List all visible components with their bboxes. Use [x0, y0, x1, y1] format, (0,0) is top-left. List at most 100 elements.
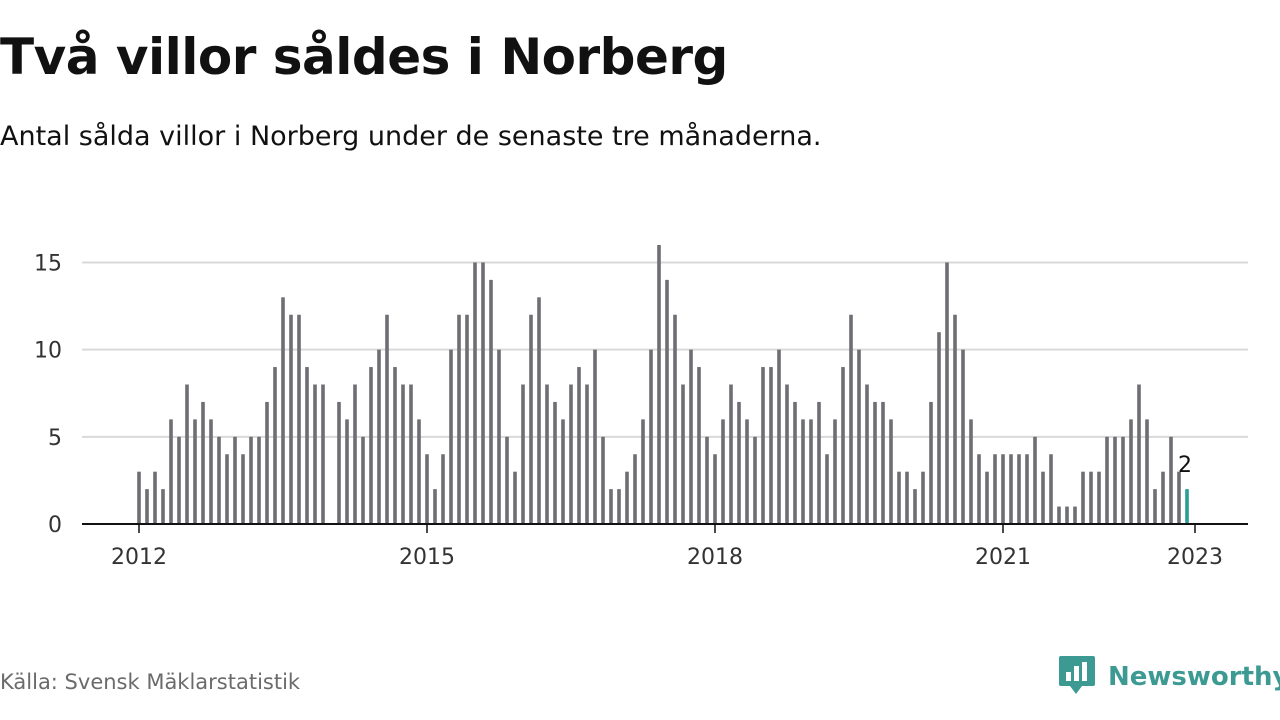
bar: [193, 419, 197, 524]
bar: [241, 454, 245, 524]
bar: [1169, 436, 1173, 524]
bar: [137, 471, 141, 524]
bar: [1089, 471, 1093, 524]
bar: [1049, 454, 1053, 524]
bar: [1065, 506, 1069, 524]
bar: [281, 297, 285, 524]
bar: [961, 349, 965, 524]
bar: [1161, 471, 1165, 524]
x-tick-label: 2021: [975, 545, 1031, 570]
bar: [225, 454, 229, 524]
bar: [849, 314, 853, 524]
bar: [153, 471, 157, 524]
bar: [465, 314, 469, 524]
bar: [441, 454, 445, 524]
bar: [977, 454, 981, 524]
bar: [889, 419, 893, 524]
bar: [753, 436, 757, 524]
bar: [985, 471, 989, 524]
bar: [713, 454, 717, 524]
bar: [593, 349, 597, 524]
bar: [377, 349, 381, 524]
brand[interactable]: Newsworthy: [1058, 654, 1280, 700]
bar: [529, 314, 533, 524]
bar: [737, 401, 741, 524]
x-tick-label: 2023: [1167, 545, 1223, 570]
bar: [1121, 436, 1125, 524]
bar: [393, 367, 397, 524]
bar: [585, 384, 589, 524]
bar: [513, 471, 517, 524]
bar: [993, 454, 997, 524]
bar: [705, 436, 709, 524]
bar: [697, 367, 701, 524]
bar: [385, 314, 389, 524]
bar: [145, 489, 149, 524]
bar: [417, 419, 421, 524]
bar: [561, 419, 565, 524]
bar: [409, 384, 413, 524]
bar-chart: 0 5 10 15 2012 2015 2018 2021 2023 2: [34, 245, 1248, 570]
bar: [905, 471, 909, 524]
bar: [857, 349, 861, 524]
bar: [673, 314, 677, 524]
bar: [217, 436, 221, 524]
brand-name: Newsworthy: [1108, 662, 1280, 692]
bar: [633, 454, 637, 524]
bar: [601, 436, 605, 524]
bar: [817, 401, 821, 524]
y-tick-label: 15: [34, 251, 62, 276]
bar: [681, 384, 685, 524]
bar: [729, 384, 733, 524]
bar: [185, 384, 189, 524]
bar: [609, 489, 613, 524]
bar: [625, 471, 629, 524]
bar: [641, 419, 645, 524]
bar: [369, 367, 373, 524]
bar: [1105, 436, 1109, 524]
bar: [497, 349, 501, 524]
bar: [577, 367, 581, 524]
bar: [201, 401, 205, 524]
bar: [209, 419, 213, 524]
chart-title: Två villor såldes i Norberg: [0, 28, 728, 86]
bar: [233, 436, 237, 524]
bar: [1033, 436, 1037, 524]
bar: [313, 384, 317, 524]
bar: [649, 349, 653, 524]
x-tick-label: 2018: [687, 545, 743, 570]
bar: [969, 419, 973, 524]
newsworthy-logo-icon: [1058, 654, 1096, 700]
bar: [745, 419, 749, 524]
bar: [1137, 384, 1141, 524]
bar: [361, 436, 365, 524]
bar: [505, 436, 509, 524]
bar: [161, 489, 165, 524]
bar: [481, 262, 485, 524]
bar: [289, 314, 293, 524]
bar: [249, 436, 253, 524]
bar: [449, 349, 453, 524]
bar: [337, 401, 341, 524]
bar: [321, 384, 325, 524]
bar: [913, 489, 917, 524]
bar: [921, 471, 925, 524]
highlight-data-label: 2: [1178, 453, 1192, 478]
bar: [897, 471, 901, 524]
bar: [537, 297, 541, 524]
bar: [553, 401, 557, 524]
bar: [297, 314, 301, 524]
bar: [1009, 454, 1013, 524]
bar: [1145, 419, 1149, 524]
bar: [785, 384, 789, 524]
chart-subtitle: Antal sålda villor i Norberg under de se…: [0, 121, 822, 152]
x-tick-label: 2012: [111, 545, 167, 570]
y-tick-label: 0: [48, 513, 62, 538]
bar: [489, 279, 493, 524]
bar: [809, 419, 813, 524]
bar: [353, 384, 357, 524]
bar: [937, 332, 941, 524]
bar: [473, 262, 477, 524]
bar: [953, 314, 957, 524]
bar: [273, 367, 277, 524]
